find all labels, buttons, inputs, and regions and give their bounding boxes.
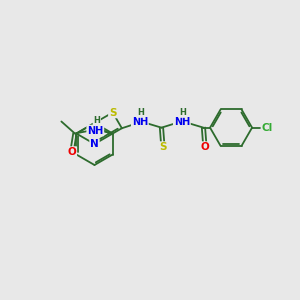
Text: O: O <box>68 147 76 157</box>
Text: Cl: Cl <box>261 123 273 133</box>
Text: S: S <box>109 107 116 118</box>
Text: NH: NH <box>132 117 148 127</box>
Text: H: H <box>179 108 186 117</box>
Text: N: N <box>90 139 99 149</box>
Text: O: O <box>201 142 209 152</box>
Text: H: H <box>137 108 144 117</box>
Text: S: S <box>159 142 167 152</box>
Text: H: H <box>93 116 100 125</box>
Text: NH: NH <box>174 117 190 127</box>
Text: NH: NH <box>87 125 104 136</box>
